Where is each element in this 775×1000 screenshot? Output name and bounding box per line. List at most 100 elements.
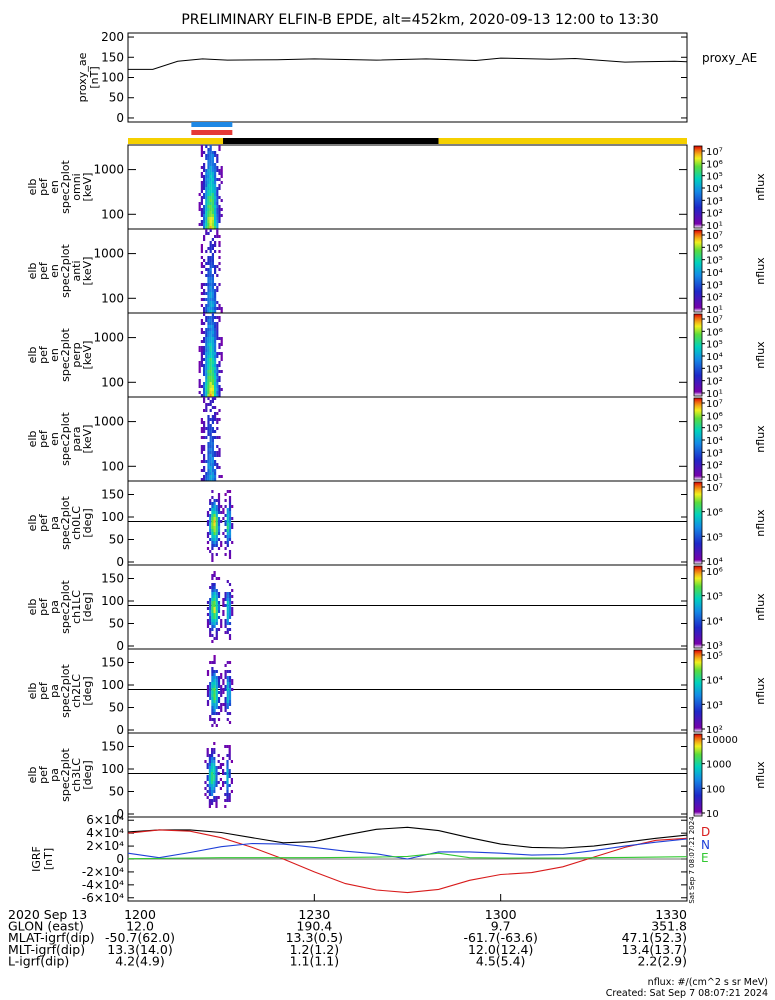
spectrogram-pixel (209, 337, 212, 340)
spectrogram-pixel (228, 757, 231, 760)
spectrogram-pixel (215, 610, 218, 613)
spectrogram-pixel (228, 637, 232, 640)
spectrogram-pixel (214, 364, 217, 367)
spectrogram-pixel (209, 550, 212, 553)
spectrogram-pixel (211, 574, 214, 577)
spectrogram-pixel (213, 751, 216, 754)
spectrogram-pixel (215, 784, 218, 787)
spectrogram-pixel (207, 163, 210, 166)
spectrogram-pixel (217, 628, 221, 631)
spectrogram-pixel (226, 601, 229, 604)
spectrogram-pixel (215, 682, 218, 685)
spectrogram-pixel (218, 409, 221, 412)
colorbar (693, 733, 703, 817)
spectrogram-pixel (211, 667, 214, 670)
spectrogram-pixel (220, 169, 223, 172)
igrf-legend-label: E (701, 851, 709, 865)
ephemeris-value: 12.0 (126, 919, 154, 934)
spectrogram-pixel (226, 706, 229, 709)
colorbar-tick-label: 10⁴ (706, 184, 723, 195)
spectrogram-pixel (214, 388, 217, 391)
spectrogram-pixel (211, 706, 214, 709)
panel-ylabel: spec2plot (59, 664, 72, 718)
spectrogram-pixel (216, 211, 219, 214)
spectrogram-pixel (228, 628, 232, 631)
spectrogram-pixel (211, 427, 214, 430)
panel-ytick-label: 1000 (93, 415, 124, 429)
panel-ylabel: elb (26, 263, 39, 280)
spectrogram-pixel (215, 613, 218, 616)
spectrogram-pixel (220, 199, 223, 202)
spectrogram-pixel (207, 460, 210, 463)
ephemeris-value: 1300 (485, 907, 517, 922)
panel-ytick-label: 150 (101, 656, 124, 670)
proxy-ae-ytick-label: 0 (116, 111, 124, 125)
spectrogram-pixel (203, 289, 206, 292)
spectrogram-pixel (209, 352, 212, 355)
spectrogram-pixel (224, 520, 227, 523)
spectrogram-pixel (226, 616, 229, 619)
spectrogram-pixel (214, 352, 217, 355)
spectrogram-pixel (207, 358, 210, 361)
spectrogram-pixel (205, 220, 208, 223)
spectrogram-pixel (200, 349, 203, 352)
spectrogram-pixel (209, 472, 212, 475)
spectrogram-pixel (209, 268, 212, 271)
colorbar-tick-label: 10⁷ (706, 231, 723, 242)
spectrogram-pixel (211, 370, 214, 373)
spectrogram-pixel (205, 328, 208, 331)
spectrogram-pixel (206, 778, 209, 781)
side-timestamp: Sat Sep 7 08:07:21 2024 (688, 816, 696, 904)
spectrogram-pixel (228, 604, 232, 607)
spectrogram-pixel (207, 421, 210, 424)
igrf-line-3 (127, 852, 688, 860)
spectrogram-pixel (205, 154, 208, 157)
spectrogram-pixel (211, 307, 214, 310)
spectrogram-pixel (209, 154, 212, 157)
spectrogram-pixel (213, 574, 216, 577)
spectrogram-pixel (200, 256, 203, 259)
spectrogram-pixel (211, 802, 214, 805)
spectrogram-pixel (213, 571, 216, 574)
spectrogram-pixel (214, 391, 217, 394)
spectrogram-pixel (217, 529, 221, 532)
spectrogram-pixel (209, 373, 212, 376)
ephemeris-value: 1330 (655, 907, 687, 922)
spectrogram-pixel (226, 796, 229, 799)
spectrogram-pixel (218, 361, 221, 364)
ephemeris-row-label: 2020 Sep 13 (8, 907, 87, 922)
spectrogram-pixel (220, 505, 223, 508)
spectrogram-pixel (209, 226, 212, 229)
spectrogram-pixel (200, 148, 203, 151)
spectrogram-pixel (218, 205, 221, 208)
spectrogram-pixel (213, 784, 216, 787)
spectrogram-pixel (228, 754, 231, 757)
spectrogram-pixel (207, 181, 210, 184)
spectrogram-pixel (216, 391, 219, 394)
spectrogram-pixel (224, 799, 227, 802)
spectrogram-pixel (207, 274, 210, 277)
spectrogram-pixel (211, 244, 214, 247)
spectrogram-pixel (207, 175, 210, 178)
spectrogram-pixel (220, 694, 223, 697)
panel-ylabel: ch3LC (70, 758, 83, 792)
spectrogram-pixel (217, 493, 221, 496)
spectrogram-pixel (207, 388, 210, 391)
spectrogram-pixel (208, 799, 211, 802)
spectrogram-pixel (207, 325, 210, 328)
panel-ytick-label: 50 (109, 533, 124, 547)
spectrogram-pixel (203, 238, 206, 241)
spectrogram-pixel (222, 532, 225, 535)
spectrogram-pixel (226, 691, 229, 694)
spectrogram-pixel (205, 358, 208, 361)
spectrogram-pixel (214, 196, 217, 199)
spectrogram-pixel (214, 415, 217, 418)
spectrogram-pixel (207, 205, 210, 208)
spectrogram-pixel (218, 451, 221, 454)
spectrogram-pixel (220, 511, 223, 514)
spectrogram-pixel (218, 307, 221, 310)
ephemeris-value: -50.7(62.0) (105, 930, 175, 945)
spectrogram-pixel (213, 700, 216, 703)
spectrogram-pixel (203, 187, 206, 190)
spectrogram-pixel (209, 295, 212, 298)
